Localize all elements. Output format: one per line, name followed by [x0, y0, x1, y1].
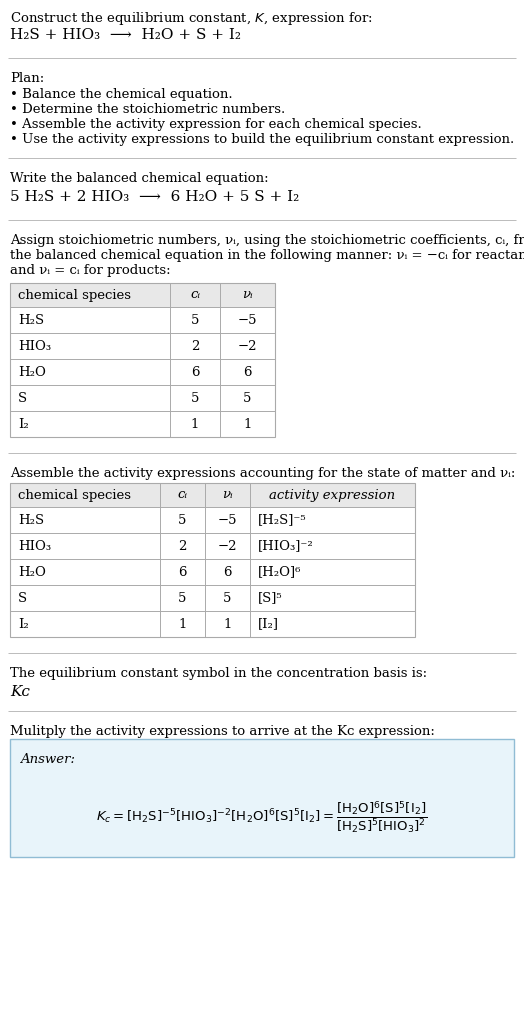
Text: The equilibrium constant symbol in the concentration basis is:: The equilibrium constant symbol in the c…: [10, 667, 427, 680]
Text: 5: 5: [178, 591, 187, 604]
Text: Assign stoichiometric numbers, νᵢ, using the stoichiometric coefficients, cᵢ, fr: Assign stoichiometric numbers, νᵢ, using…: [10, 234, 524, 247]
Text: 5: 5: [191, 391, 199, 404]
Text: 5: 5: [243, 391, 252, 404]
Text: Construct the equilibrium constant, $K$, expression for:: Construct the equilibrium constant, $K$,…: [10, 10, 373, 27]
Text: Plan:: Plan:: [10, 72, 44, 85]
Text: 6: 6: [243, 366, 252, 379]
Text: chemical species: chemical species: [18, 289, 131, 301]
Text: cᵢ: cᵢ: [190, 289, 200, 301]
Text: 1: 1: [243, 418, 252, 431]
Text: 2: 2: [191, 340, 199, 352]
Bar: [10, 533, 415, 560]
Text: the balanced chemical equation in the following manner: νᵢ = −cᵢ for reactants: the balanced chemical equation in the fo…: [10, 249, 524, 262]
Text: −5: −5: [238, 313, 257, 327]
Text: νᵢ: νᵢ: [242, 289, 253, 301]
Text: [H₂S]⁻⁵: [H₂S]⁻⁵: [258, 514, 307, 527]
Text: 6: 6: [191, 366, 199, 379]
Text: S: S: [18, 591, 27, 604]
Text: Answer:: Answer:: [20, 753, 75, 766]
Text: 2: 2: [178, 539, 187, 552]
Text: $K_c = [\mathrm{H_2S}]^{-5} [\mathrm{HIO_3}]^{-2} [\mathrm{H_2O}]^{6} [\mathrm{S: $K_c = [\mathrm{H_2S}]^{-5} [\mathrm{HIO…: [96, 799, 428, 836]
Bar: [10, 333, 275, 359]
Bar: [10, 307, 275, 333]
Bar: [10, 385, 275, 411]
Text: [S]⁵: [S]⁵: [258, 591, 282, 604]
Bar: [10, 560, 415, 585]
Bar: [10, 585, 415, 611]
Text: [HIO₃]⁻²: [HIO₃]⁻²: [258, 539, 314, 552]
Bar: [10, 611, 415, 637]
Text: I₂: I₂: [18, 618, 29, 631]
Text: 1: 1: [178, 618, 187, 631]
Text: HIO₃: HIO₃: [18, 539, 51, 552]
Text: • Assemble the activity expression for each chemical species.: • Assemble the activity expression for e…: [10, 118, 422, 131]
Text: • Balance the chemical equation.: • Balance the chemical equation.: [10, 88, 233, 101]
Text: 5: 5: [191, 313, 199, 327]
Text: νᵢ: νᵢ: [222, 488, 233, 501]
Text: • Determine the stoichiometric numbers.: • Determine the stoichiometric numbers.: [10, 103, 285, 116]
Text: 5: 5: [223, 591, 232, 604]
Bar: [10, 507, 415, 533]
Text: S: S: [18, 391, 27, 404]
Bar: [10, 283, 275, 307]
Text: activity expression: activity expression: [269, 488, 396, 501]
Text: 1: 1: [223, 618, 232, 631]
Text: 5: 5: [178, 514, 187, 527]
Text: −2: −2: [238, 340, 257, 352]
Text: [I₂]: [I₂]: [258, 618, 279, 631]
Bar: [10, 483, 415, 637]
Text: 1: 1: [191, 418, 199, 431]
Text: Kᴄ: Kᴄ: [10, 685, 30, 699]
Text: H₂O: H₂O: [18, 566, 46, 579]
Text: 6: 6: [223, 566, 232, 579]
Text: −2: −2: [218, 539, 237, 552]
FancyBboxPatch shape: [10, 739, 514, 857]
Text: cᵢ: cᵢ: [178, 488, 188, 501]
Text: [H₂O]⁶: [H₂O]⁶: [258, 566, 301, 579]
Text: H₂S: H₂S: [18, 313, 44, 327]
Text: I₂: I₂: [18, 418, 29, 431]
Bar: [10, 359, 275, 385]
Bar: [10, 483, 415, 507]
Text: 5 H₂S + 2 HIO₃  ⟶  6 H₂O + 5 S + I₂: 5 H₂S + 2 HIO₃ ⟶ 6 H₂O + 5 S + I₂: [10, 190, 299, 204]
Text: H₂O: H₂O: [18, 366, 46, 379]
Text: 6: 6: [178, 566, 187, 579]
Text: and νᵢ = cᵢ for products:: and νᵢ = cᵢ for products:: [10, 264, 171, 277]
Text: −5: −5: [218, 514, 237, 527]
Text: Assemble the activity expressions accounting for the state of matter and νᵢ:: Assemble the activity expressions accoun…: [10, 467, 516, 480]
Text: Write the balanced chemical equation:: Write the balanced chemical equation:: [10, 172, 269, 185]
Bar: [10, 283, 275, 437]
Bar: [10, 411, 275, 437]
Text: HIO₃: HIO₃: [18, 340, 51, 352]
Text: Mulitply the activity expressions to arrive at the Kᴄ expression:: Mulitply the activity expressions to arr…: [10, 725, 435, 738]
Text: chemical species: chemical species: [18, 488, 131, 501]
Text: H₂S + HIO₃  ⟶  H₂O + S + I₂: H₂S + HIO₃ ⟶ H₂O + S + I₂: [10, 28, 241, 42]
Text: • Use the activity expressions to build the equilibrium constant expression.: • Use the activity expressions to build …: [10, 133, 514, 146]
Text: H₂S: H₂S: [18, 514, 44, 527]
